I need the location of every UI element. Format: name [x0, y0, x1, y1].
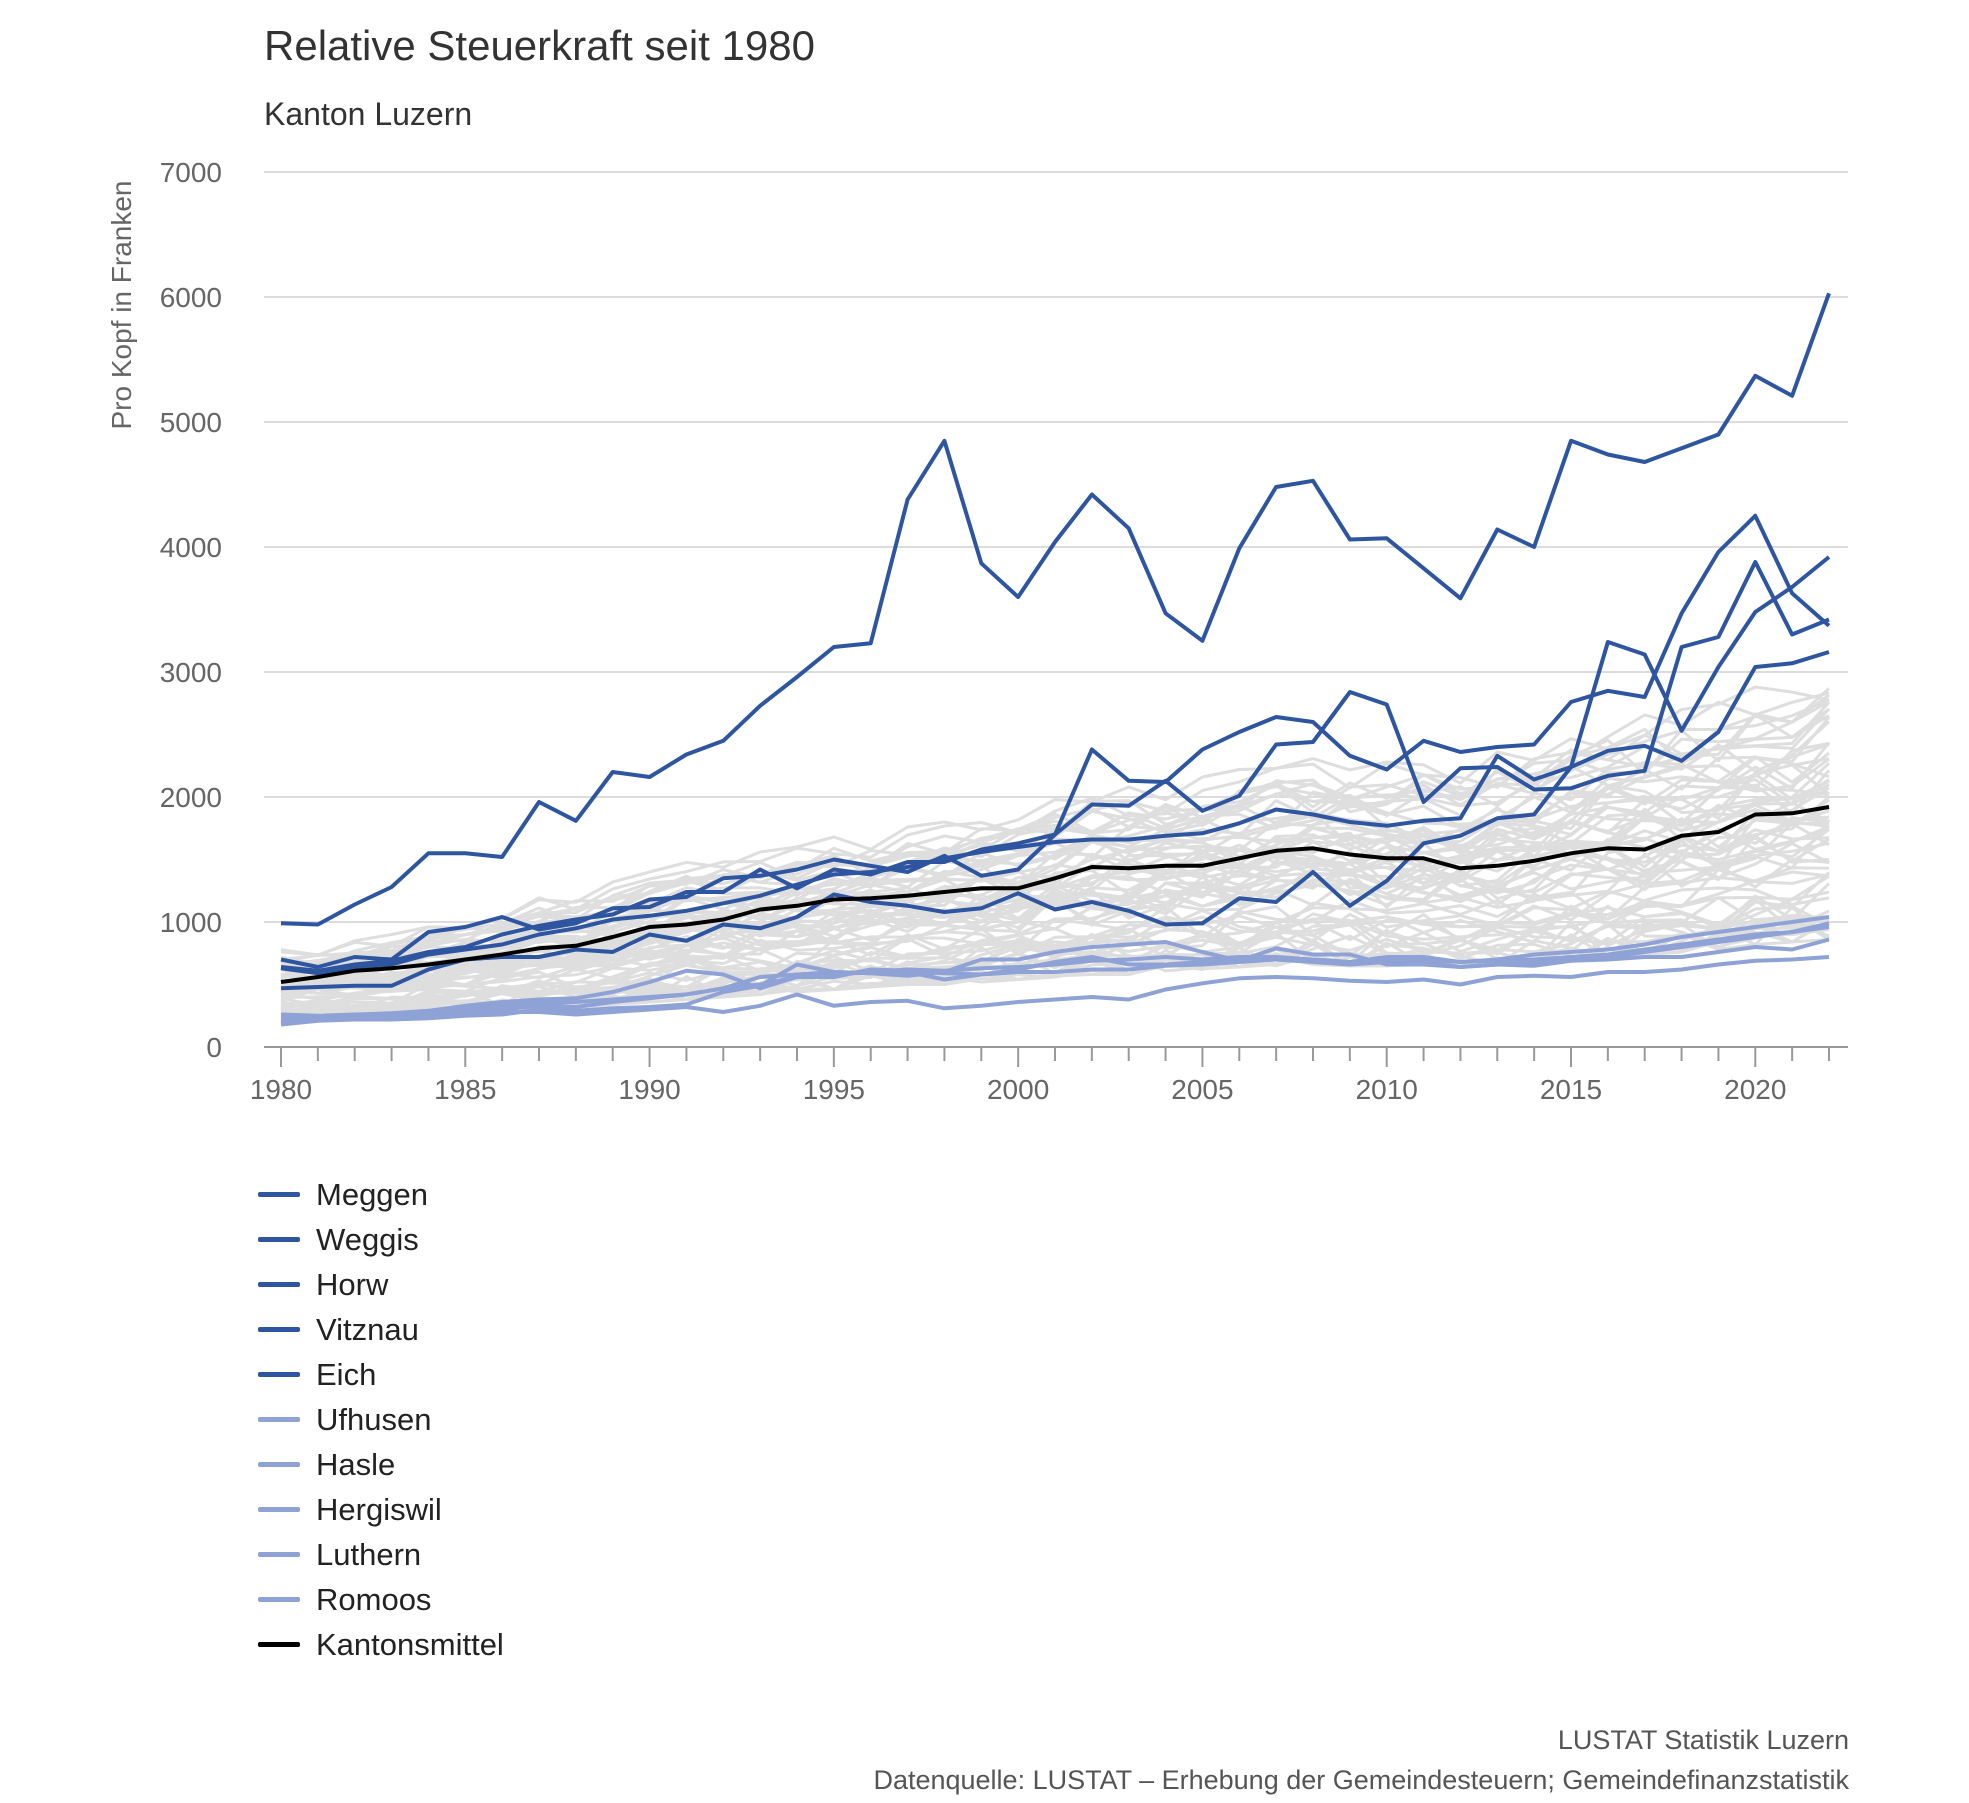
legend-item: Luthern: [258, 1532, 504, 1577]
x-tick-label: 1995: [803, 1074, 865, 1105]
legend-label: Eich: [316, 1356, 377, 1392]
y-tick-label: 6000: [160, 282, 222, 313]
y-tick-label: 2000: [160, 782, 222, 813]
y-tick-label: 7000: [160, 157, 222, 188]
legend-item: Weggis: [258, 1217, 504, 1262]
legend-item: Romoos: [258, 1577, 504, 1622]
series-line-eich: [280, 555, 1831, 991]
legend-item: Ufhusen: [258, 1397, 504, 1442]
x-tick-label: 2020: [1724, 1074, 1786, 1105]
series-line-hergiswil: [280, 925, 1830, 1021]
legend: Meggen Weggis Horw Vitznau Eich Ufhusen Hasle H…: [258, 1172, 504, 1667]
legend-swatch: [258, 1642, 300, 1647]
y-tick-label: 1000: [160, 907, 222, 938]
legend-label: Weggis: [316, 1221, 419, 1257]
legend-item: Eich: [258, 1352, 504, 1397]
y-tick-label: 0: [206, 1032, 222, 1063]
y-tick-label: 4000: [160, 532, 222, 563]
legend-swatch: [258, 1462, 300, 1467]
legend-swatch: [258, 1597, 300, 1602]
legend-item: Vitznau: [258, 1307, 504, 1352]
legend-swatch: [258, 1552, 300, 1557]
chart-subtitle: Kanton Luzern: [264, 96, 473, 132]
series-line-romoos: [280, 937, 1830, 1027]
source-note: LUSTAT Statistik Luzern Datenquelle: LUS…: [873, 1720, 1849, 1800]
highlighted-series-lines: [280, 292, 1831, 1027]
background-line: [280, 701, 1831, 965]
legend-item: Meggen: [258, 1172, 504, 1217]
series-line-horw: [280, 560, 1830, 973]
legend-label: Ufhusen: [316, 1401, 432, 1437]
legend-label: Meggen: [316, 1176, 429, 1212]
legend-label: Romoos: [316, 1581, 432, 1617]
background-line: [280, 685, 1830, 957]
legend-label: Horw: [316, 1266, 389, 1302]
background-line: [280, 769, 1831, 980]
legend-item: Horw: [258, 1262, 504, 1307]
axes: 1980 1985 1990 1995 2000 2005 2010 2015 2020: [250, 1046, 1848, 1105]
legend-label: Kantonsmittel: [316, 1626, 504, 1662]
legend-swatch: [258, 1507, 300, 1512]
background-line: [280, 866, 1830, 1010]
series-line-kantonsmittel: [280, 805, 1830, 984]
y-tick-label: 3000: [160, 657, 222, 688]
legend-swatch: [258, 1192, 300, 1197]
x-tick-label: 2015: [1540, 1074, 1602, 1105]
legend-label: Hergiswil: [316, 1491, 442, 1527]
legend-item: Hasle: [258, 1442, 504, 1487]
legend-swatch: [258, 1327, 300, 1332]
legend-swatch: [258, 1237, 300, 1242]
background-line: [280, 912, 1830, 1017]
x-tick-label: 2005: [1171, 1074, 1233, 1105]
legend-label: Luthern: [316, 1536, 422, 1572]
legend-swatch: [258, 1417, 300, 1422]
legend-item: Hergiswil: [258, 1487, 504, 1532]
source-text: Datenquelle: LUSTAT – Erhebung der Gemei…: [873, 1765, 1849, 1795]
legend-label: Vitznau: [316, 1311, 419, 1347]
background-line: [280, 834, 1830, 995]
source-org: LUSTAT Statistik Luzern: [1557, 1725, 1849, 1755]
y-axis-label: Pro Kopf in Franken: [106, 180, 137, 429]
background-line: [280, 868, 1830, 1007]
legend-swatch: [258, 1372, 300, 1377]
x-tick-label: 1985: [434, 1074, 496, 1105]
series-line-hasle: [280, 915, 1830, 1018]
series-line-ufhusen: [280, 955, 1830, 1026]
series-line-meggen: [280, 292, 1831, 927]
x-tick-label: 1980: [250, 1074, 312, 1105]
legend-item: Kantonsmittel: [258, 1622, 504, 1667]
grid-lines: 0 1000 2000 3000 4000 5000 6000 7000: [160, 157, 1848, 1063]
y-tick-label: 5000: [160, 407, 222, 438]
background-line: [280, 898, 1830, 1017]
chart-title: Relative Steuerkraft seit 1980: [264, 22, 815, 69]
x-tick-label: 2010: [1356, 1074, 1418, 1105]
x-tick-label: 1990: [618, 1074, 680, 1105]
x-tick-label: 2000: [987, 1074, 1049, 1105]
legend-label: Hasle: [316, 1446, 396, 1482]
legend-swatch: [258, 1282, 300, 1287]
